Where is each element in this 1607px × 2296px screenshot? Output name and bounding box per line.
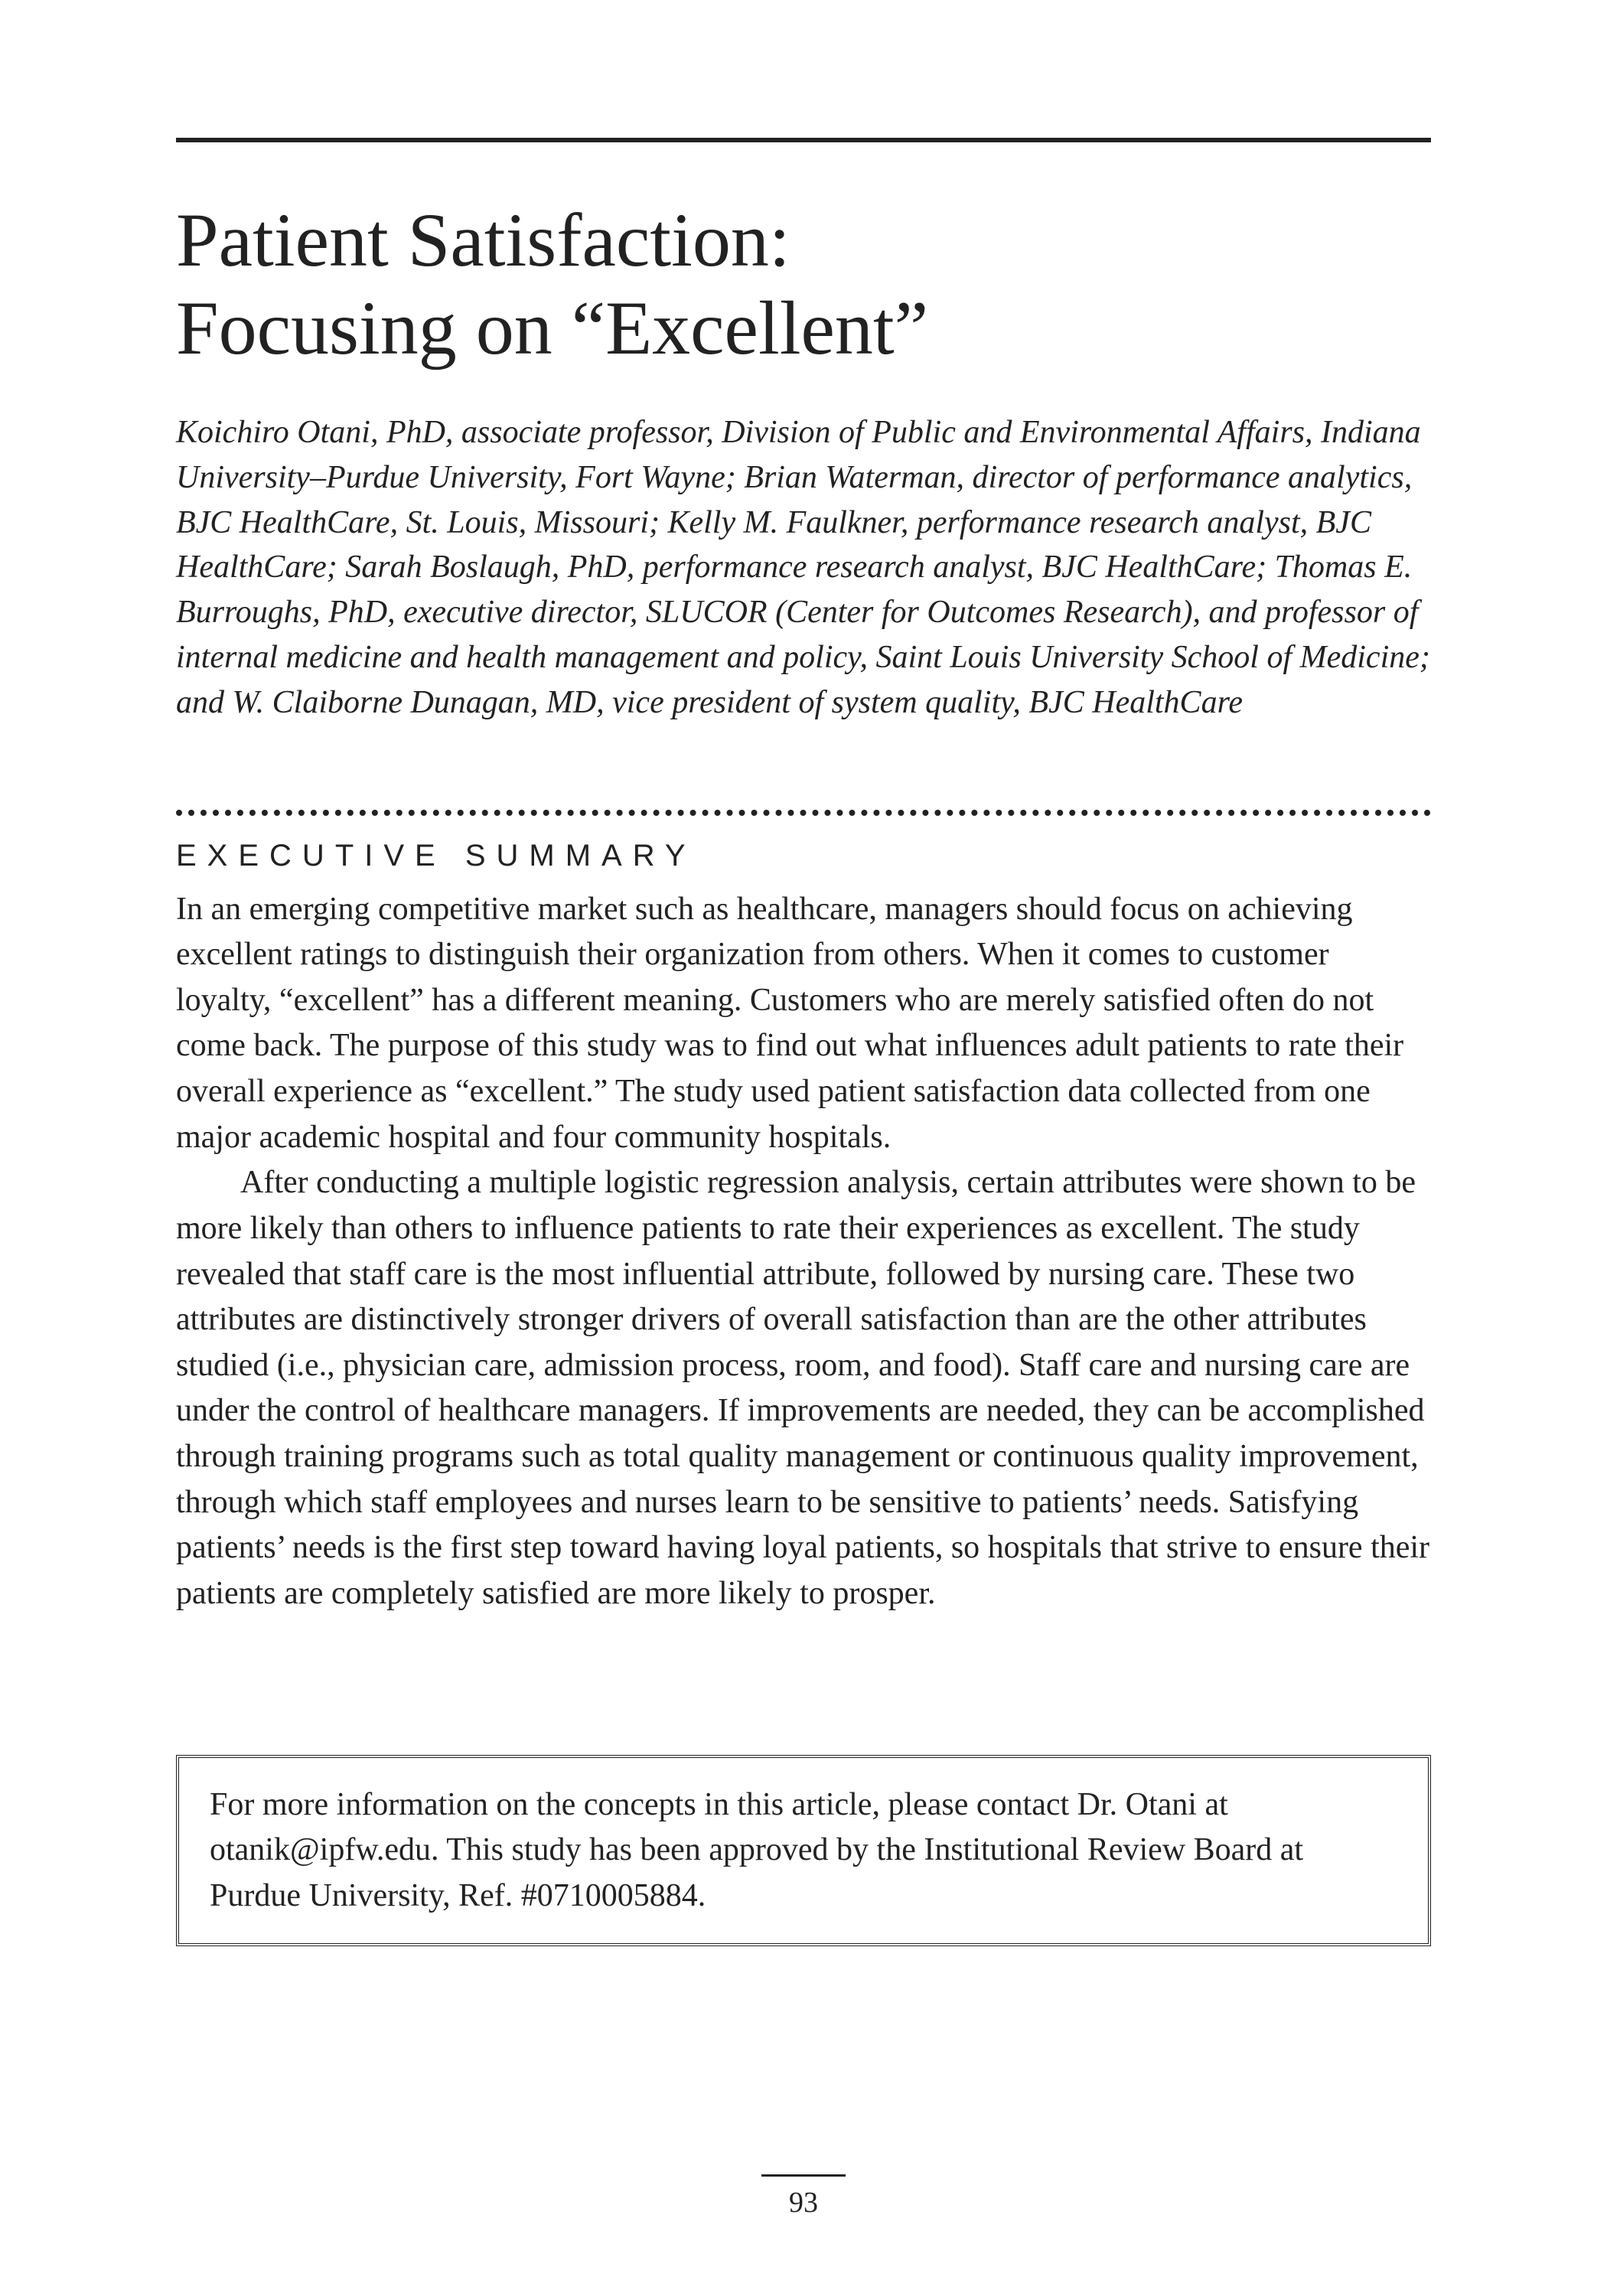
- page-number: 93: [0, 2186, 1607, 2219]
- contact-text: For more information on the concepts in …: [210, 1787, 1303, 1913]
- page: Patient Satisfaction: Focusing on “Excel…: [0, 0, 1607, 2296]
- summary-paragraph-2: After conducting a multiple logistic reg…: [176, 1160, 1431, 1616]
- contact-info-box: For more information on the concepts in …: [176, 1755, 1431, 1947]
- top-horizontal-rule: [176, 138, 1431, 142]
- title-line-1: Patient Satisfaction:: [176, 197, 790, 282]
- article-title: Patient Satisfaction: Focusing on “Excel…: [176, 196, 1431, 372]
- summary-paragraph-1: In an emerging competitive market such a…: [176, 887, 1431, 1161]
- executive-summary-body: In an emerging competitive market such a…: [176, 887, 1431, 1617]
- executive-summary-heading: EXECUTIVE SUMMARY: [176, 839, 1431, 873]
- page-number-block: 93: [0, 2174, 1607, 2219]
- dotted-divider: [176, 810, 1431, 816]
- title-line-2: Focusing on “Excellent”: [176, 285, 928, 370]
- page-number-rule: [761, 2174, 846, 2177]
- author-block: Koichiro Otani, PhD, associate professor…: [176, 410, 1431, 726]
